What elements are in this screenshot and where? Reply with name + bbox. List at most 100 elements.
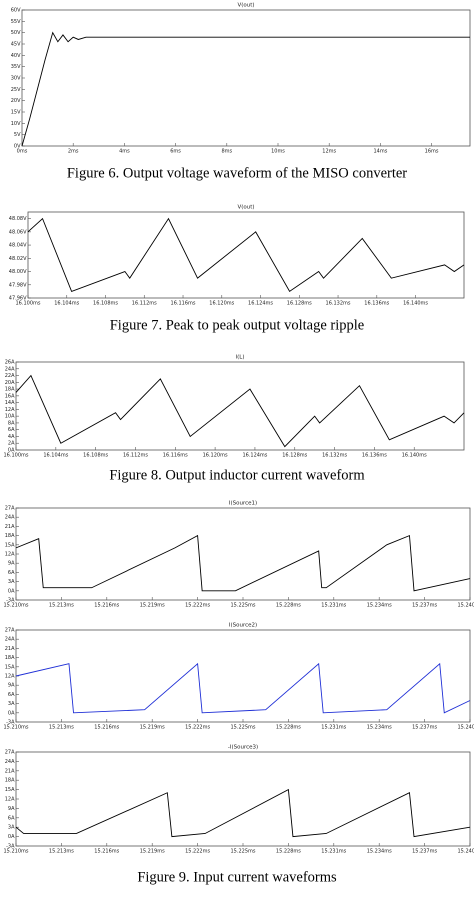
x-tick-label: 16.120ms [209, 301, 234, 307]
x-tick-label: 15.240ms [458, 603, 474, 609]
x-tick-label: 15.222ms [185, 603, 210, 609]
x-tick-label: 16.128ms [287, 301, 312, 307]
waveform [15, 374, 465, 448]
x-tick-label: 4ms [119, 149, 130, 155]
y-tick-label: 47.96V [9, 296, 27, 302]
y-tick-label: 50V [11, 30, 21, 36]
x-tick-label: 15.216ms [94, 725, 119, 731]
plot-title: V(out) [237, 205, 254, 211]
y-tick-label: 48.08V [9, 216, 27, 222]
y-tick-label: 6A [8, 570, 15, 576]
y-tick-label: 9A [8, 561, 15, 567]
y-tick-label: -3A [6, 598, 15, 604]
x-tick-label: 16.112ms [132, 301, 157, 307]
waveform [15, 534, 471, 592]
x-tick-label: 8ms [221, 149, 232, 155]
x-tick-label: 14ms [373, 149, 387, 155]
x-tick-label: 15.210ms [4, 725, 29, 731]
y-tick-label: 27A [5, 628, 15, 634]
x-tick-label: 16.128ms [282, 453, 307, 459]
y-tick-label: 40V [11, 53, 21, 59]
y-tick-label: 8A [8, 420, 15, 426]
y-tick-label: 25V [11, 87, 21, 93]
x-tick-label: 15.228ms [276, 725, 301, 731]
x-tick-label: 15.225ms [231, 603, 256, 609]
y-tick-label: 21A [5, 768, 15, 774]
y-tick-label: 10V [11, 121, 21, 127]
y-tick-label: 24A [5, 366, 15, 372]
y-tick-label: 15A [5, 664, 15, 670]
plot-title: V(out) [237, 3, 254, 9]
x-tick-label: 15.216ms [94, 603, 119, 609]
y-tick-label: 48.06V [9, 229, 27, 235]
x-tick-label: 0ms [17, 149, 28, 155]
x-tick-label: 15.228ms [276, 849, 301, 855]
waveform [27, 217, 465, 293]
x-tick-label: 15.219ms [140, 849, 165, 855]
y-tick-label: 6A [8, 427, 15, 433]
plot-title: -I(Source3) [228, 745, 258, 751]
y-tick-label: 24A [5, 637, 15, 643]
x-tick-label: 10ms [271, 149, 285, 155]
y-tick-label: 9A [8, 683, 15, 689]
x-tick-label: 15.213ms [49, 725, 74, 731]
plot-frame [15, 507, 471, 601]
x-tick-label: 15.240ms [458, 849, 474, 855]
x-tick-label: 15.219ms [140, 725, 165, 731]
y-tick-label: 3A [8, 579, 15, 585]
waveform [21, 31, 470, 147]
y-tick-label: 5V [14, 132, 21, 138]
caption: Figure 6. Output voltage waveform of the… [67, 165, 407, 181]
x-tick-label: 15.210ms [4, 603, 29, 609]
x-tick-label: 16.100ms [4, 453, 29, 459]
y-tick-label: 6A [8, 815, 15, 821]
x-tick-label: 16.136ms [362, 453, 387, 459]
y-tick-label: -3A [6, 844, 15, 850]
y-tick-label: 45V [11, 42, 21, 48]
y-tick-label: 3A [8, 701, 15, 707]
y-tick-label: 9A [8, 806, 15, 812]
y-tick-label: 4A [8, 434, 15, 440]
x-tick-label: 15.228ms [276, 603, 301, 609]
y-tick-label: 12A [5, 407, 15, 413]
x-tick-label: 12ms [322, 149, 336, 155]
y-tick-label: 27A [5, 750, 15, 756]
y-tick-label: 14A [5, 400, 15, 406]
x-tick-label: 16.124ms [242, 453, 267, 459]
y-tick-label: 48.04V [9, 243, 27, 249]
y-tick-label: 0A [8, 834, 15, 840]
y-tick-label: 48.00V [9, 269, 27, 275]
x-tick-label: 15.231ms [321, 725, 346, 731]
x-tick-label: 15.225ms [231, 725, 256, 731]
y-tick-label: 20A [5, 380, 15, 386]
x-tick-label: 15.222ms [185, 725, 210, 731]
plot-frame [15, 751, 471, 847]
y-tick-label: 60V [11, 8, 21, 14]
plot-frame [27, 211, 465, 299]
x-tick-label: 16ms [425, 149, 439, 155]
plot-title: I(Source1) [229, 501, 257, 507]
x-tick-label: 16.108ms [83, 453, 108, 459]
x-tick-label: 16.132ms [322, 453, 347, 459]
waveform [15, 788, 471, 838]
plot-title: I(Source2) [229, 623, 257, 629]
x-tick-label: 15.213ms [49, 849, 74, 855]
y-tick-label: 55V [11, 19, 21, 25]
y-tick-label: 15A [5, 542, 15, 548]
y-tick-label: 16A [5, 393, 15, 399]
x-tick-label: 16.108ms [93, 301, 118, 307]
x-tick-label: 16.104ms [54, 301, 79, 307]
x-tick-label: 15.234ms [367, 603, 392, 609]
y-tick-label: 26A [5, 360, 15, 366]
y-tick-label: 30V [11, 76, 21, 82]
y-tick-label: 0A [8, 588, 15, 594]
x-tick-label: 16.140ms [403, 301, 428, 307]
y-tick-label: 0A [8, 710, 15, 716]
x-tick-label: 16.140ms [402, 453, 427, 459]
x-tick-label: 16.132ms [326, 301, 351, 307]
y-tick-label: 18A [5, 778, 15, 784]
caption: Figure 9. Input current waveforms [137, 869, 337, 885]
caption: Figure 8. Output inductor current wavefo… [109, 467, 365, 483]
